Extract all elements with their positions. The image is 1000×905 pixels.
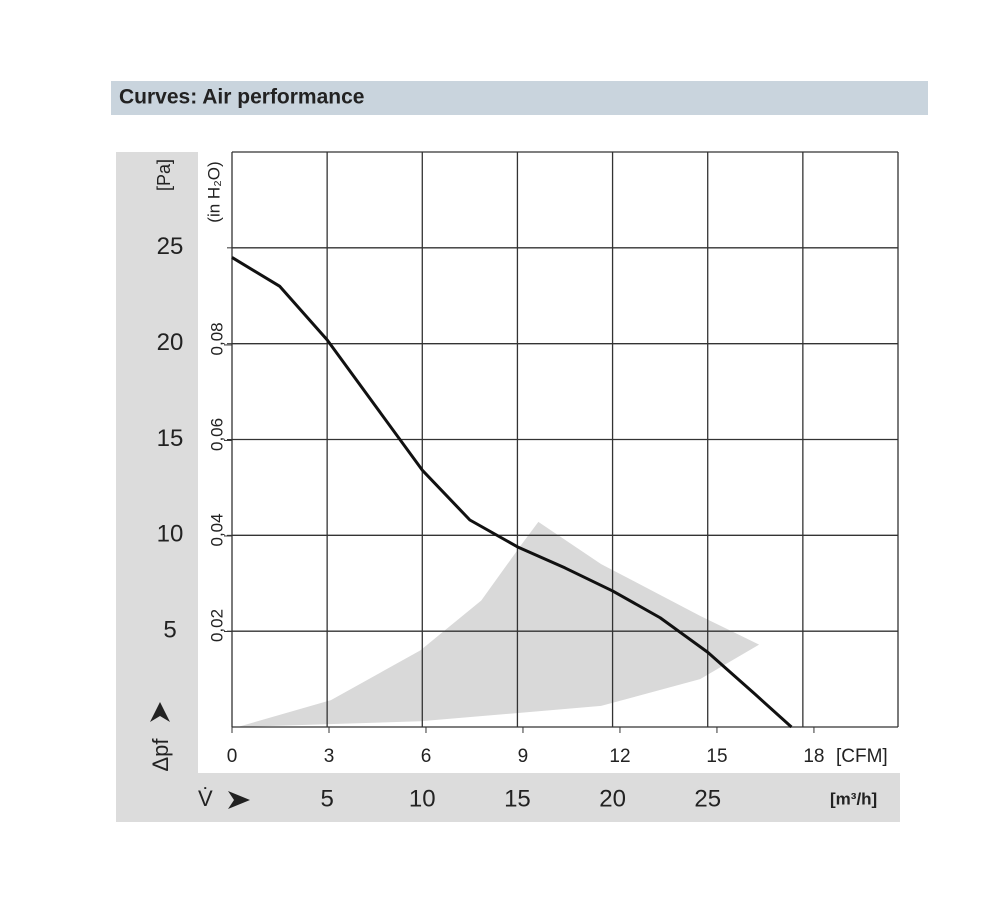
x2-tick-label: 3 xyxy=(324,746,335,767)
x2-tick-label: 0 xyxy=(227,746,238,767)
curve xyxy=(231,256,793,729)
x-tick-label: 20 xyxy=(599,785,626,812)
x-axis-panel xyxy=(116,773,900,822)
x2-tick-label: 9 xyxy=(518,746,529,767)
x-tick-label: 15 xyxy=(504,785,531,812)
y-tick-label: 5 xyxy=(163,617,176,644)
y2-label: (in H₂O) xyxy=(204,161,223,222)
x-tick-label: 25 xyxy=(694,785,721,812)
x-arrow xyxy=(228,791,250,809)
x2-tick-label: 12 xyxy=(609,746,630,767)
x-unit: [m³/h] xyxy=(830,789,877,808)
y2-tick-label: 0,06 xyxy=(207,418,226,451)
y2-tick-label: 0,08 xyxy=(207,322,226,355)
x-label: V̇ xyxy=(198,786,213,811)
operating-range xyxy=(237,521,760,727)
x2-tick-label: 18 xyxy=(803,746,824,767)
y-tick-label: 15 xyxy=(157,425,184,452)
y2-tick-label: 0,04 xyxy=(207,513,226,546)
x2-tick-label: 15 xyxy=(706,746,727,767)
x2-unit: [CFM] xyxy=(836,746,888,767)
x-tick-label: 10 xyxy=(409,785,436,812)
y-arrow xyxy=(150,702,170,722)
header-bar xyxy=(111,81,928,115)
x2-tick-label: 6 xyxy=(421,746,432,767)
y-tick-label: 25 xyxy=(157,233,184,260)
y-tick-label: 20 xyxy=(157,329,184,356)
y-tick-label: 10 xyxy=(157,521,184,548)
chart-title: Curves: Air performance xyxy=(119,86,364,109)
y-label: Δpf xyxy=(148,738,173,772)
y-unit: [Pa] xyxy=(154,159,174,191)
y2-tick-label: 0,02 xyxy=(207,609,226,642)
x-tick-label: 5 xyxy=(320,785,333,812)
